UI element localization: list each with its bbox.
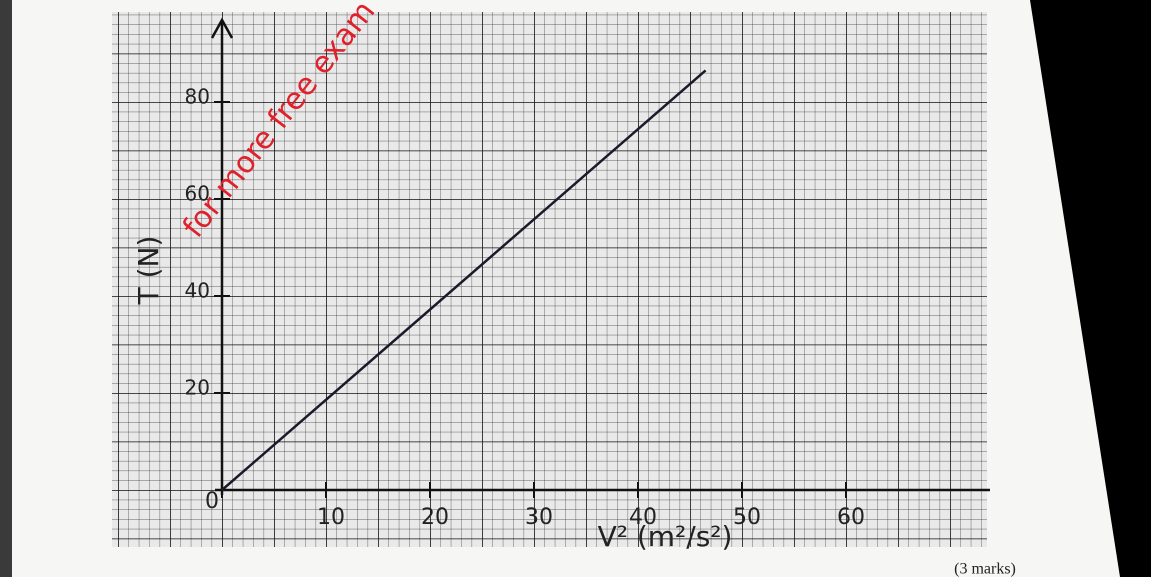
x-tick-label: 0 bbox=[205, 489, 219, 514]
left-edge bbox=[0, 0, 12, 577]
y-axis-label: T (N) bbox=[132, 236, 165, 306]
x-tick-label: 40 bbox=[629, 505, 657, 530]
x-axis-label: V² (m²/s²) bbox=[598, 520, 733, 553]
chart: T (N) V² (m²/s²) for more free exam (3 m… bbox=[0, 0, 1151, 577]
major-grid bbox=[112, 12, 987, 547]
y-tick-label: 40 bbox=[185, 279, 210, 303]
y-tick-label: 80 bbox=[185, 85, 210, 109]
x-tick-label: 30 bbox=[525, 505, 553, 530]
footnote: (3 marks) bbox=[954, 561, 1016, 577]
x-tick-label: 10 bbox=[317, 505, 345, 530]
x-tick-label: 20 bbox=[421, 505, 449, 530]
y-tick-label: 20 bbox=[185, 376, 210, 400]
x-tick-label: 50 bbox=[733, 505, 761, 530]
y-tick-label: 60 bbox=[185, 182, 210, 206]
x-tick-label: 60 bbox=[837, 505, 865, 530]
